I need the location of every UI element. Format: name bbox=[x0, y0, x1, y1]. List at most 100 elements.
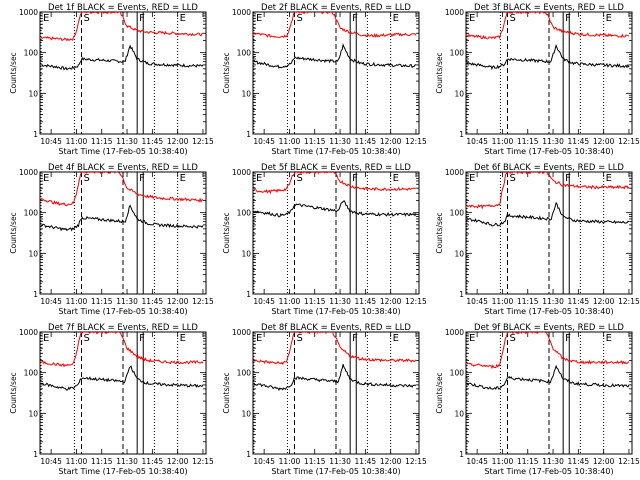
x-tick-label: 11:00 bbox=[279, 137, 301, 146]
x-tick-label: 11:00 bbox=[492, 297, 514, 306]
marker-label: S bbox=[84, 173, 90, 184]
marker-label: E bbox=[256, 333, 262, 344]
x-tick-label: 12:15 bbox=[192, 297, 214, 306]
y-tick-label: 100 bbox=[450, 369, 465, 378]
marker-label: E bbox=[43, 173, 49, 184]
y-tick-label: 10 bbox=[28, 249, 38, 258]
y-tick-label: 1000 bbox=[445, 168, 464, 177]
y-tick-label: 10 bbox=[454, 89, 464, 98]
x-tick-label: 12:15 bbox=[618, 457, 640, 466]
y-axis-label: Counts/sec bbox=[9, 52, 18, 93]
x-axis-label: Start Time (17-Feb-05 10:38:40) bbox=[484, 147, 613, 156]
panel-3: Det 3f BLACK = Events, RED = LLD 1 10 100 10… bbox=[435, 3, 640, 156]
x-tick-label: 12:00 bbox=[593, 297, 615, 306]
x-tick-label: 11:15 bbox=[91, 457, 113, 466]
marker-label: E bbox=[469, 333, 475, 344]
panel-1: Det 1f BLACK = Events, RED = LLD 1 10 100 10… bbox=[9, 3, 214, 156]
series-lld-line bbox=[253, 12, 417, 39]
panel-9: Det 9f BLACK = Events, RED = LLD 1 10 100 10… bbox=[435, 323, 640, 476]
x-tick-label: 11:15 bbox=[517, 457, 539, 466]
y-axis-label: Counts/sec bbox=[435, 52, 444, 93]
x-tick-label: 11:45 bbox=[568, 137, 590, 146]
x-tick-label: 11:15 bbox=[304, 457, 326, 466]
panel-title: Det 6f BLACK = Events, RED = LLD bbox=[474, 163, 624, 173]
x-axis-label: Start Time (17-Feb-05 10:38:40) bbox=[484, 467, 613, 476]
x-tick-label: 11:45 bbox=[568, 297, 590, 306]
x-tick-label: 11:00 bbox=[279, 297, 301, 306]
marker-label: F bbox=[565, 173, 571, 184]
marker-label: F bbox=[139, 13, 145, 24]
series-lld-line bbox=[466, 172, 630, 210]
x-tick-label: 11:30 bbox=[542, 137, 564, 146]
series-lld-line bbox=[466, 12, 630, 40]
marker-label: E bbox=[180, 333, 186, 344]
x-tick-label: 11:15 bbox=[304, 137, 326, 146]
y-axis-label: Counts/sec bbox=[9, 212, 18, 253]
x-tick-label: 11:15 bbox=[517, 137, 539, 146]
x-tick-label: 11:15 bbox=[304, 297, 326, 306]
y-tick-label: 10 bbox=[28, 409, 38, 418]
y-axis-label: Counts/sec bbox=[222, 52, 231, 93]
x-tick-label: 12:15 bbox=[618, 137, 640, 146]
x-tick-label: 11:45 bbox=[568, 457, 590, 466]
x-tick-label: 10:45 bbox=[40, 457, 62, 466]
x-axis-label: Start Time (17-Feb-05 10:38:40) bbox=[58, 467, 187, 476]
x-tick-label: 11:30 bbox=[542, 297, 564, 306]
panel-7: Det 7f BLACK = Events, RED = LLD 1 10 100 10… bbox=[9, 323, 214, 476]
x-tick-label: 12:15 bbox=[618, 297, 640, 306]
x-tick-label: 10:45 bbox=[40, 297, 62, 306]
x-tick-label: 12:00 bbox=[593, 457, 615, 466]
marker-label: S bbox=[84, 333, 90, 344]
y-tick-label: 10 bbox=[454, 409, 464, 418]
marker-label: S bbox=[510, 13, 516, 24]
x-tick-label: 12:15 bbox=[192, 137, 214, 146]
x-tick-label: 11:45 bbox=[142, 137, 164, 146]
x-tick-label: 11:30 bbox=[329, 457, 351, 466]
marker-label: E bbox=[606, 173, 612, 184]
marker-label: F bbox=[565, 13, 571, 24]
y-tick-label: 100 bbox=[450, 49, 465, 58]
y-tick-label: 10 bbox=[28, 89, 38, 98]
y-tick-label: 1000 bbox=[445, 328, 464, 337]
marker-label: E bbox=[256, 13, 262, 24]
x-tick-label: 11:00 bbox=[492, 137, 514, 146]
y-tick-label: 100 bbox=[237, 209, 252, 218]
series-events-line bbox=[254, 200, 417, 218]
marker-label: S bbox=[510, 173, 516, 184]
marker-label: S bbox=[297, 173, 303, 184]
marker-label: S bbox=[84, 13, 90, 24]
marker-label: F bbox=[352, 173, 358, 184]
marker-label: S bbox=[297, 333, 303, 344]
x-tick-label: 12:00 bbox=[167, 137, 189, 146]
x-tick-label: 11:00 bbox=[66, 457, 88, 466]
y-tick-label: 100 bbox=[237, 49, 252, 58]
y-tick-label: 1 bbox=[246, 450, 251, 459]
x-axis-label: Start Time (17-Feb-05 10:38:40) bbox=[58, 147, 187, 156]
x-axis-label: Start Time (17-Feb-05 10:38:40) bbox=[271, 307, 400, 316]
y-tick-label: 10 bbox=[454, 249, 464, 258]
x-tick-label: 10:45 bbox=[40, 137, 62, 146]
y-tick-label: 1000 bbox=[232, 8, 251, 17]
y-tick-label: 1 bbox=[246, 130, 251, 139]
marker-label: E bbox=[469, 13, 475, 24]
y-axis-label: Counts/sec bbox=[9, 372, 18, 413]
marker-label: E bbox=[180, 13, 186, 24]
series-events-line bbox=[41, 44, 204, 71]
y-tick-label: 1000 bbox=[19, 168, 38, 177]
y-axis-label: Counts/sec bbox=[222, 372, 231, 413]
y-axis-label: Counts/sec bbox=[222, 212, 231, 253]
series-events-line bbox=[41, 204, 204, 232]
marker-label: F bbox=[352, 13, 358, 24]
series-events-line bbox=[466, 364, 630, 390]
x-tick-label: 11:45 bbox=[142, 297, 164, 306]
marker-label: F bbox=[139, 333, 145, 344]
y-tick-label: 1000 bbox=[19, 328, 38, 337]
series-events-line bbox=[253, 364, 417, 392]
series-lld-line bbox=[40, 332, 204, 368]
x-tick-label: 11:15 bbox=[91, 297, 113, 306]
x-tick-label: 11:15 bbox=[91, 137, 113, 146]
x-tick-label: 11:45 bbox=[355, 137, 377, 146]
marker-label: F bbox=[565, 333, 571, 344]
y-tick-label: 1000 bbox=[19, 8, 38, 17]
y-tick-label: 10 bbox=[241, 409, 251, 418]
